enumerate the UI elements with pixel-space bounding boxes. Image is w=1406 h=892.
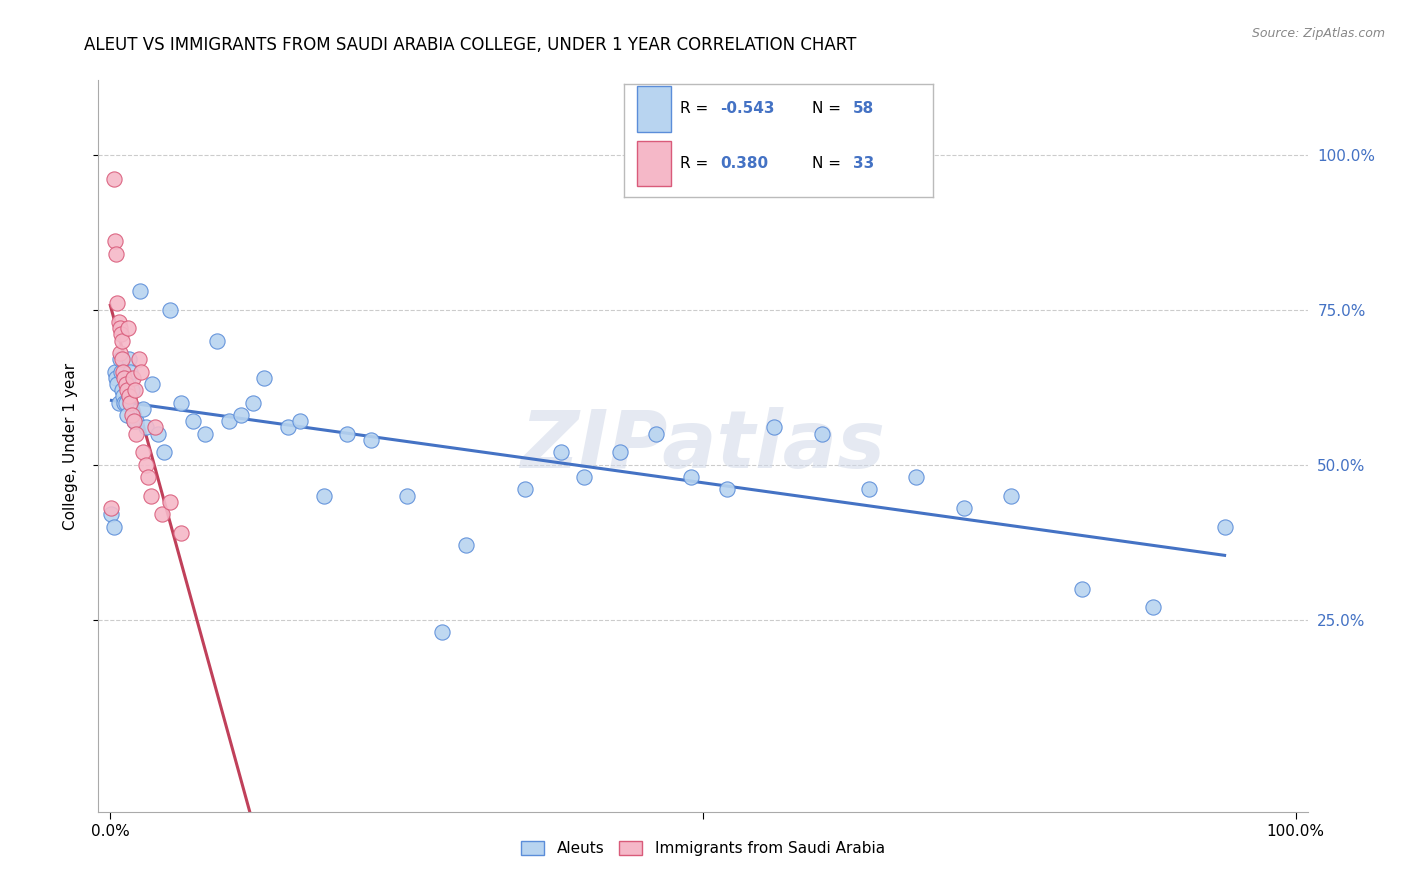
Text: ALEUT VS IMMIGRANTS FROM SAUDI ARABIA COLLEGE, UNDER 1 YEAR CORRELATION CHART: ALEUT VS IMMIGRANTS FROM SAUDI ARABIA CO… <box>84 36 856 54</box>
Point <box>118 389 141 403</box>
Point <box>515 483 537 497</box>
Point <box>952 500 974 515</box>
Point <box>108 352 131 367</box>
Point <box>124 383 146 397</box>
Point <box>110 327 132 342</box>
Point <box>1213 519 1236 533</box>
Point <box>336 426 359 441</box>
Point <box>115 408 138 422</box>
Point <box>100 507 122 521</box>
Point <box>129 284 152 298</box>
Point <box>107 315 129 329</box>
Point <box>117 321 139 335</box>
Point <box>117 371 139 385</box>
Point <box>681 470 703 484</box>
Point <box>103 519 125 533</box>
Point <box>122 414 145 428</box>
Text: Source: ZipAtlas.com: Source: ZipAtlas.com <box>1251 27 1385 40</box>
Point <box>905 470 928 484</box>
Point <box>146 426 169 441</box>
Point <box>135 420 157 434</box>
Point <box>312 489 335 503</box>
Point <box>143 420 166 434</box>
Point <box>1142 600 1164 615</box>
Point <box>194 426 217 441</box>
Point <box>118 352 141 367</box>
Y-axis label: College, Under 1 year: College, Under 1 year <box>63 362 77 530</box>
Point <box>108 346 131 360</box>
Point <box>121 408 143 422</box>
Point <box>170 395 193 409</box>
Point <box>121 371 143 385</box>
Point <box>129 365 152 379</box>
Point <box>360 433 382 447</box>
Point <box>114 395 136 409</box>
Point <box>120 365 142 379</box>
Point <box>152 507 174 521</box>
Point <box>111 383 134 397</box>
Point <box>229 408 252 422</box>
Point <box>103 172 125 186</box>
Point <box>432 624 454 639</box>
Point <box>253 371 276 385</box>
Point <box>644 426 666 441</box>
Point <box>205 334 228 348</box>
Point <box>159 495 181 509</box>
Point <box>125 426 148 441</box>
Point <box>110 365 132 379</box>
Point <box>141 377 163 392</box>
Point <box>132 401 155 416</box>
Point <box>114 377 136 392</box>
Point <box>763 420 786 434</box>
Point <box>105 371 128 385</box>
Point <box>114 371 136 385</box>
Point <box>170 525 193 540</box>
Point <box>1000 489 1022 503</box>
Point <box>125 414 148 428</box>
Point <box>288 414 311 428</box>
Point <box>111 352 134 367</box>
Point <box>1071 582 1094 596</box>
Point <box>218 414 240 428</box>
Point <box>115 383 138 397</box>
Point <box>550 445 572 459</box>
Point <box>609 445 631 459</box>
Point <box>105 377 128 392</box>
Point <box>152 445 174 459</box>
Point <box>135 458 157 472</box>
Point <box>112 365 135 379</box>
Point <box>105 296 128 310</box>
Point <box>132 445 155 459</box>
Point <box>100 500 122 515</box>
Point <box>121 383 143 397</box>
Point <box>139 489 162 503</box>
Point <box>395 489 418 503</box>
Point <box>104 235 127 249</box>
Point <box>454 538 477 552</box>
Point <box>112 389 135 403</box>
Point <box>105 247 128 261</box>
Point <box>111 334 134 348</box>
Point <box>574 470 596 484</box>
Point <box>114 395 136 409</box>
Point <box>108 321 131 335</box>
Point <box>242 395 264 409</box>
Point <box>716 483 738 497</box>
Point <box>120 395 142 409</box>
Point <box>107 395 129 409</box>
Legend: Aleuts, Immigrants from Saudi Arabia: Aleuts, Immigrants from Saudi Arabia <box>515 835 891 863</box>
Point <box>136 470 159 484</box>
Point <box>181 414 204 428</box>
Point <box>122 414 145 428</box>
Text: ZIPatlas: ZIPatlas <box>520 407 886 485</box>
Point <box>810 426 832 441</box>
Point <box>159 302 181 317</box>
Point <box>128 352 150 367</box>
Point <box>104 365 127 379</box>
Point <box>277 420 299 434</box>
Point <box>858 483 880 497</box>
